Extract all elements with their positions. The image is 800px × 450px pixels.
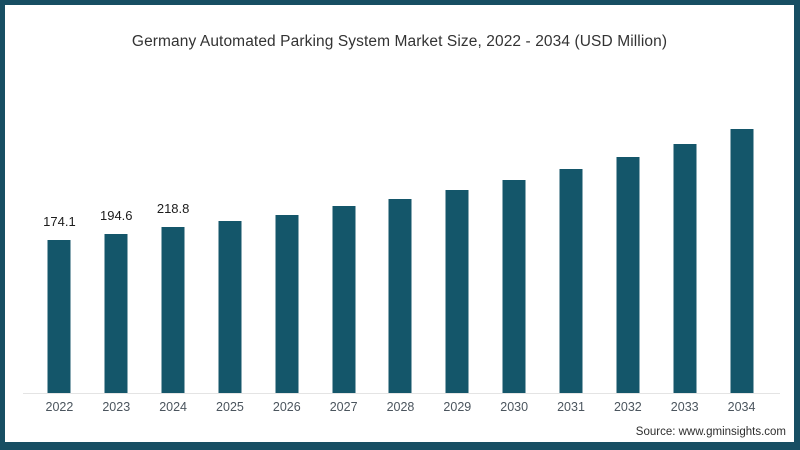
x-tick-2027: 2027 xyxy=(329,400,358,414)
bar-column-2033 xyxy=(656,93,713,393)
bar-2030 xyxy=(502,180,526,393)
x-tick-2031: 2031 xyxy=(557,400,585,414)
bar-column-2026 xyxy=(258,93,315,393)
bar-column-2030 xyxy=(486,93,543,393)
chart-title: Germany Automated Parking System Market … xyxy=(131,33,668,50)
bar-column-2025 xyxy=(202,93,259,393)
bar-2026 xyxy=(275,215,299,393)
bar-column-2029 xyxy=(429,93,486,393)
bar-column-2024: 218.8 xyxy=(145,93,202,393)
x-tick-2033: 2033 xyxy=(670,400,699,414)
bar-2024 xyxy=(161,227,185,393)
bar-2031 xyxy=(559,169,583,393)
bar-2027 xyxy=(332,206,356,393)
data-label-2022: 174.1 xyxy=(43,214,76,229)
bar-2028 xyxy=(388,199,412,393)
x-tick-2024: 2024 xyxy=(159,400,188,414)
bar-column-2034 xyxy=(713,93,770,393)
x-tick-2022: 2022 xyxy=(45,400,74,414)
bar-2022 xyxy=(47,240,71,393)
x-tick-2025: 2025 xyxy=(216,400,244,414)
bar-column-2022: 174.1 xyxy=(31,93,88,393)
bar-2023 xyxy=(104,234,128,393)
bar-2032 xyxy=(616,157,640,393)
bar-column-2027 xyxy=(315,93,372,393)
plot-area: 174.1 194.6 218.8 2022 2023 2024 2025 2026 2027… xyxy=(23,93,780,414)
x-tick-2034: 2034 xyxy=(727,400,756,414)
x-tick-2023: 2023 xyxy=(102,400,131,414)
bar-column-2028 xyxy=(372,93,429,393)
x-tick-2029: 2029 xyxy=(443,400,472,414)
bar-2025 xyxy=(218,221,242,393)
x-axis-line xyxy=(23,393,780,394)
bar-2029 xyxy=(445,190,469,393)
bar-2033 xyxy=(673,144,697,393)
x-axis-labels: 2022 2023 2024 2025 2026 2027 2028 2029 2030 2031… xyxy=(31,400,770,414)
bars-container: 174.1 194.6 218.8 xyxy=(31,93,770,393)
bar-column-2023: 194.6 xyxy=(88,93,145,393)
bar-column-2031 xyxy=(543,93,600,393)
data-label-2023: 194.6 xyxy=(99,208,133,223)
x-tick-2026: 2026 xyxy=(272,400,301,414)
x-tick-2028: 2028 xyxy=(386,400,415,414)
x-tick-2032: 2032 xyxy=(613,400,642,414)
bar-column-2032 xyxy=(599,93,656,393)
bar-2034 xyxy=(730,129,754,393)
data-label-2024: 218.8 xyxy=(156,201,190,216)
x-tick-2030: 2030 xyxy=(500,400,529,414)
source-attribution: Source: www.gminsights.com xyxy=(635,426,786,438)
